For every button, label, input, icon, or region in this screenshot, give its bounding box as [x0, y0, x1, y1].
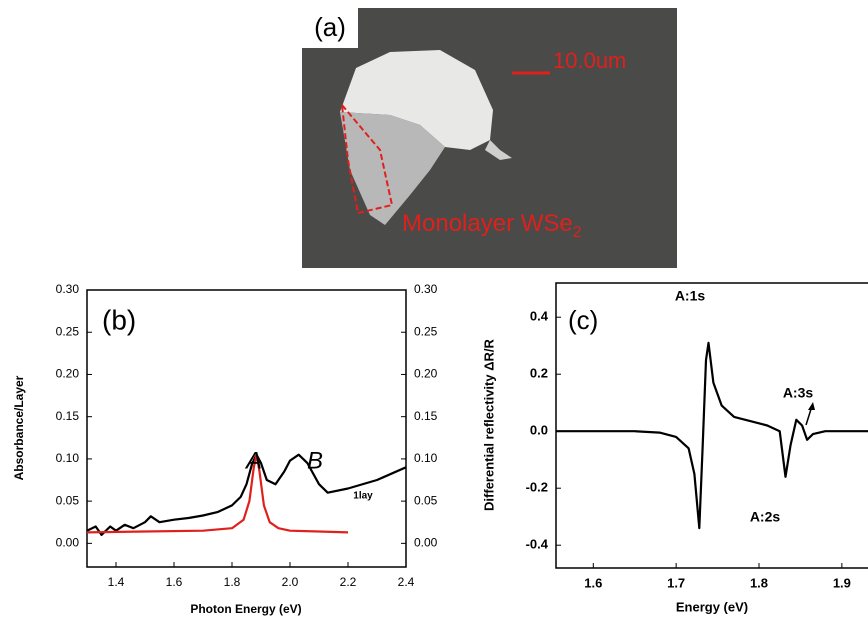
x-tick-label: 1.8	[750, 575, 768, 590]
x-tick-label: 2.2	[340, 575, 357, 589]
y-tick-label: 0.05	[56, 493, 80, 507]
flake	[340, 50, 493, 150]
panel: 1.4 1.6 1.8 2.0 2.2 2.4 0.00 0.05 0.10 0.15 0.20 0.…	[12, 282, 438, 616]
y-tick-label: 0.0	[530, 423, 548, 438]
label-box	[302, 8, 358, 48]
panel-a: (a) 10.0um Monolayer WSe2	[302, 8, 677, 268]
y-tick-label: -0.2	[526, 480, 548, 495]
monolayer-outline	[340, 101, 394, 215]
annotation: A	[244, 447, 262, 474]
flake-monolayer	[340, 112, 445, 225]
y-tick-label: -0.4	[526, 537, 549, 552]
y-tick-label: 0.30	[56, 282, 80, 296]
scale-label: 10.0um	[553, 48, 626, 73]
plot-frame	[555, 282, 868, 569]
y-tick-label: 0.25	[56, 324, 80, 338]
y-axis-label: Absorbance/Layer	[12, 375, 26, 480]
x-tick-label: 1.8	[224, 575, 241, 589]
x-tick-label: 1.6	[584, 575, 602, 590]
data-line	[556, 341, 868, 530]
panel-label: (b)	[102, 304, 136, 335]
annotation-subscript: 2	[573, 224, 582, 241]
y2-tick-label: 0.15	[414, 409, 438, 423]
x-axis-label: Photon Energy (eV)	[190, 602, 301, 616]
x-tick-label: 1.7	[667, 575, 685, 590]
annotation: 1lay	[353, 491, 373, 502]
annotation: A:1s	[675, 288, 706, 304]
panel: 1.6 1.7 1.8 1.9 -0.4 -0.2 0.0 0.2 0.4 (c) Energy (…	[481, 282, 868, 614]
annotation: A:3s	[783, 385, 814, 401]
y-tick-label: 0.00	[56, 536, 80, 550]
annotation: Monolayer WSe2	[402, 210, 582, 241]
y2-tick-label: 0.00	[414, 536, 438, 550]
annotation: A:2s	[750, 509, 781, 525]
flake-fragment	[485, 140, 512, 160]
y-tick-label: 0.4	[530, 309, 549, 324]
y2-tick-label: 0.30	[414, 282, 438, 296]
data-line	[87, 453, 349, 534]
y2-tick-label: 0.20	[414, 367, 438, 381]
x-tick-label: 1.4	[108, 575, 125, 589]
y-tick-label: 0.15	[56, 409, 80, 423]
data-line	[87, 453, 406, 536]
panel-label: (c)	[568, 305, 598, 335]
panel-label: (a)	[314, 12, 346, 42]
arrow-head	[808, 402, 815, 410]
x-tick-label: 1.9	[833, 575, 851, 590]
x-tick-label: 2.0	[282, 575, 299, 589]
x-axis-label: Energy (eV)	[676, 599, 748, 614]
y2-tick-label: 0.25	[414, 324, 438, 338]
y2-tick-label: 0.10	[414, 451, 438, 465]
y-tick-label: 0.20	[56, 367, 80, 381]
y-tick-label: 0.2	[530, 366, 548, 381]
annotation-text: Monolayer WSe	[402, 210, 573, 237]
plot-frame	[86, 289, 407, 568]
x-tick-label: 1.6	[166, 575, 183, 589]
y2-tick-label: 0.05	[414, 493, 438, 507]
y-tick-label: 0.10	[56, 451, 80, 465]
y-axis-label: Differential reflectivity ΔR/R	[481, 338, 496, 511]
annotation: B	[307, 447, 323, 474]
x-tick-label: 2.4	[398, 575, 415, 589]
